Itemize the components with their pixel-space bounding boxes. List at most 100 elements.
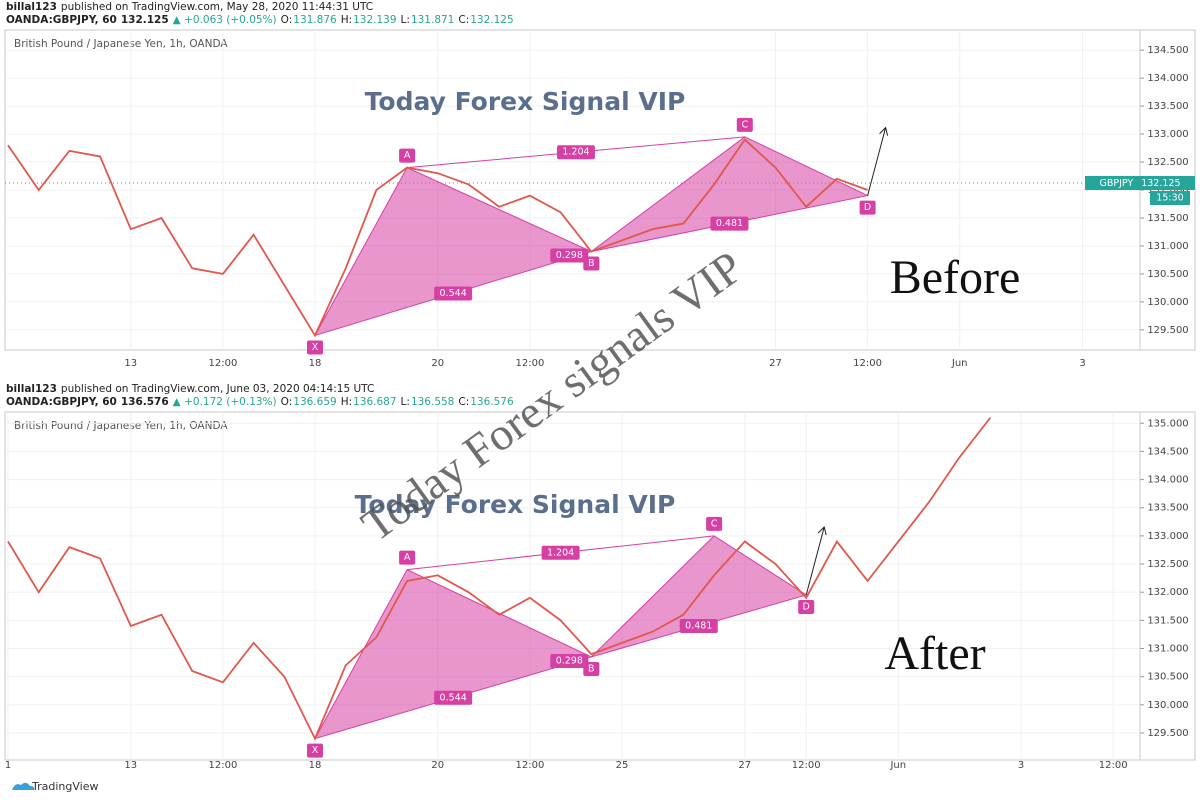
point-label-box [859,200,876,215]
point-label-box [307,340,323,355]
countdown: 15:30 [1156,193,1183,204]
quote-item: 132.139 [353,14,396,26]
x-tick-label: 27 [769,358,782,369]
x-tick-label: 12:00 [208,760,237,771]
footer-logo [12,782,35,790]
price-line [7,138,868,338]
quote-line: OANDA:GBPJPY, 60 136.576 ▲ +0.172 (+0.13%)… [6,396,514,408]
quote-item: 132.125 [121,14,169,26]
quote-item: O: [281,14,293,26]
quote-item: L: [401,14,410,26]
x-tick-label: Jun [889,760,906,771]
ratio-box [550,248,589,263]
last-symbol: GBPJPY [1099,178,1133,189]
author: billal123 [6,1,57,13]
ratio-box [550,653,589,668]
ratio-label: 0.544 [440,288,467,299]
projection-arrow [805,526,827,596]
y-tick-label: 133.000 [1147,129,1188,140]
quote-item: OANDA:GBPJPY, 60 [6,14,117,26]
quote-item: 136.659 [293,396,336,408]
x-tick-label: 12:00 [208,358,237,369]
y-tick-label: 131.500 [1147,213,1188,224]
quote-item: OANDA:GBPJPY, 60 [6,396,117,408]
x-tick-label: 20 [431,358,444,369]
ratio-box [434,690,473,705]
overlay-title: Today Forex Signal VIP [355,490,676,519]
y-tick-label: 132.000 [1147,185,1188,196]
y-tick-label: 133.500 [1147,101,1188,112]
x-tick-label: Jun [951,358,968,369]
y-tick-label: 133.500 [1147,503,1188,514]
ratio-box [679,618,718,633]
y-tick-label: 131.000 [1147,644,1188,655]
quote-item: L: [401,396,410,408]
countdown-box [1150,191,1190,206]
publish-line: billal123 published on TradingView.com, M… [6,1,373,13]
quote-item: ▲ +0.172 (+0.13%) [173,396,277,408]
x-tick-label: 3 [1018,760,1024,771]
price-line [7,417,992,741]
x-tick-label: 12:00 [515,358,544,369]
y-tick-label: 132.500 [1147,559,1188,570]
ratio-box [710,216,749,231]
footer-text: TradingView [31,780,98,793]
x-tick-label: 27 [738,760,751,771]
x-tick-label: 12:00 [1099,760,1128,771]
point-label-box [798,600,815,615]
ratio-label: 0.481 [685,620,712,631]
quote-line: OANDA:GBPJPY, 60 132.125 ▲ +0.063 (+0.05%)… [6,14,514,26]
x-tick-label: 3 [1079,358,1085,369]
point-label: X [312,745,319,756]
y-tick-label: 130.500 [1147,269,1188,280]
quote-item: H: [341,396,352,408]
x-tick-label: 12:00 [515,760,544,771]
published: published on TradingView.com, May 28, 20… [61,1,373,13]
y-tick-label: 135.000 [1147,418,1188,429]
projection-arrow [867,126,889,196]
y-tick-label: 131.000 [1147,241,1188,252]
chart-title: British Pound / Japanese Yen, 1h, OANDA [14,420,228,432]
x-tick-label: 12:00 [792,760,821,771]
stage-label: Before [890,251,1021,304]
ratio-box [434,286,473,301]
point-label-box [706,516,723,531]
y-tick-label: 132.500 [1147,157,1188,168]
last-price: 132.125 [1141,178,1180,189]
quote-item: 131.871 [411,14,454,26]
y-tick-label: 131.500 [1147,615,1188,626]
last-price-label: GBPJPY 132.125 [1099,178,1180,189]
y-tick-label: 133.000 [1147,531,1188,542]
ratio-label: 0.298 [556,250,583,261]
quote-item: 131.876 [293,14,337,26]
point-label-box [399,550,416,565]
quote-item: 136.687 [353,396,396,408]
point-label: C [741,119,748,130]
point-label: A [404,150,411,161]
stage-label: After [884,627,985,680]
quote-item: C: [458,14,469,26]
point-label: A [404,552,411,563]
y-tick-label: 130.000 [1147,297,1188,308]
x-tick-label: 20 [431,760,444,771]
point-label: B [588,663,595,674]
quote-item: O: [281,396,293,408]
quote-item: 136.576 [121,396,169,408]
y-tick-label: 134.500 [1147,446,1188,457]
x-tick-label: 18 [309,358,322,369]
quote-item: H: [341,14,352,26]
publish-line: billal123 published on TradingView.com, J… [6,383,374,395]
chart-panel: billal123 published on TradingView.com, J… [4,383,1196,771]
ratio-label: 1.204 [547,547,574,558]
footer: TradingView [12,780,98,793]
ratio-box [556,145,595,160]
quote-item: ▲ +0.063 (+0.05%) [173,14,277,26]
ratio-label: 0.298 [556,655,583,666]
ratio-label: 0.544 [440,692,467,703]
ratio-label: 1.204 [562,147,589,158]
y-tick-label: 130.000 [1147,700,1188,711]
x-tick-label: 18 [309,760,322,771]
plot-frame [4,411,1196,761]
